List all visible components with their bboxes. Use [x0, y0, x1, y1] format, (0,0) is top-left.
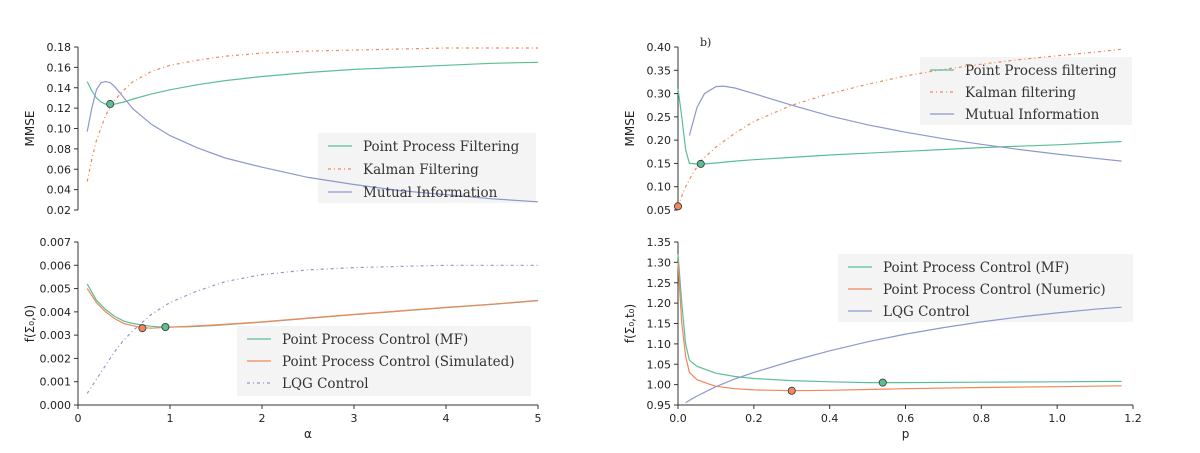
y-tick-label: 0.006	[40, 259, 72, 272]
optimum-marker	[138, 324, 147, 333]
legend-label: Kalman Filtering	[363, 162, 479, 178]
y-tick-label: 1.25	[647, 277, 672, 290]
legend-label: Mutual Information	[965, 107, 1100, 123]
optimum-marker	[787, 386, 796, 395]
x-tick-label: 0.2	[745, 412, 763, 425]
legend-label: Point Process Control (Simulated)	[282, 354, 515, 370]
legend-label: Kalman filtering	[965, 85, 1076, 101]
y-tick-label: 0.30	[647, 88, 672, 101]
y-tick-label: 0.007	[40, 236, 72, 249]
x-tick-label: 4	[443, 412, 450, 425]
series-line-1	[677, 262, 1122, 392]
y-axis-label: MMSE	[623, 111, 637, 147]
y-tick-label: 0.000	[40, 399, 72, 412]
y-tick-label: 0.16	[47, 61, 72, 74]
y-axis-label: MMSE	[23, 111, 37, 147]
y-tick-label: 0.05	[647, 204, 672, 217]
y-tick-label: 0.10	[47, 123, 72, 136]
optimum-marker	[878, 378, 887, 387]
y-tick-label: 0.08	[47, 143, 72, 156]
panel-label: b)	[700, 36, 711, 49]
y-tick-label: 1.30	[647, 256, 672, 269]
x-tick-label: 5	[535, 412, 542, 425]
series-line-1	[86, 288, 539, 329]
legend-box	[318, 133, 536, 203]
y-tick-label: 1.35	[647, 236, 672, 249]
y-tick-label: 0.005	[40, 283, 72, 296]
legend-box	[237, 326, 531, 396]
x-tick-label: 0	[75, 412, 82, 425]
y-tick-label: 0.40	[647, 41, 672, 54]
y-tick-label: 0.14	[47, 82, 72, 95]
legend-label: Point Process Control (MF)	[883, 260, 1069, 276]
x-tick-label: 2	[259, 412, 266, 425]
legend-label: Point Process filtering	[965, 63, 1117, 79]
y-tick-label: 0.12	[47, 102, 72, 115]
series-line-0	[677, 254, 1122, 384]
x-tick-label: 0.6	[897, 412, 915, 425]
legend-label: Point Process Filtering	[363, 139, 520, 155]
y-tick-label: 1.10	[647, 338, 672, 351]
y-tick-label: 1.05	[647, 358, 672, 371]
optimum-marker	[696, 159, 705, 168]
y-tick-label: 0.20	[647, 134, 672, 147]
y-tick-label: 1.15	[647, 318, 672, 331]
y-tick-label: 0.95	[647, 399, 672, 412]
x-axis-label: p	[902, 427, 910, 441]
x-tick-label: 0.8	[973, 412, 991, 425]
series-line-2	[688, 85, 1122, 162]
y-tick-label: 0.02	[47, 204, 72, 217]
series-line-0	[86, 61, 539, 105]
x-tick-label: 3	[351, 412, 358, 425]
x-tick-label: 0.0	[669, 412, 687, 425]
y-tick-label: 0.15	[647, 157, 672, 170]
x-tick-label: 1.2	[1124, 412, 1142, 425]
series-line-2	[86, 80, 539, 203]
y-tick-label: 0.18	[47, 41, 72, 54]
series-line-2	[685, 306, 1122, 404]
y-tick-label: 0.002	[40, 352, 72, 365]
optimum-marker	[161, 322, 170, 331]
y-tick-label: 0.003	[40, 329, 72, 342]
legend-label: Point Process Control (MF)	[282, 332, 468, 348]
series-line-0	[677, 88, 1122, 165]
series-line-1	[86, 47, 538, 182]
y-tick-label: 1.00	[647, 379, 672, 392]
y-axis-label: f(Σ₀,0)	[23, 305, 37, 342]
chart-br: 0.95 1.00 1.05 1.10 1.15 1.20 1.25 1.30 1.35 0.0 0…	[623, 236, 1142, 441]
y-tick-label: 0.35	[647, 64, 672, 77]
y-tick-label: 0.25	[647, 111, 672, 124]
legend-label: LQG Control	[282, 376, 369, 392]
y-axis-label: f(Σ₀,t₀)	[623, 304, 637, 343]
chart-tr: 0.05 0.10 0.15 0.20 0.25 0.30 0.35 0.40 MMSE b) Po…	[623, 36, 1132, 217]
y-tick-label: 0.04	[47, 184, 72, 197]
y-tick-label: 0.004	[40, 306, 72, 319]
legend-label: LQG Control	[883, 304, 970, 320]
y-tick-label: 0.06	[47, 163, 72, 176]
chart-tl: 0.02 0.04 0.06 0.08 0.10 0.12 0.14 0.16 0.18 MMSE…	[23, 41, 539, 217]
y-tick-label: 0.10	[647, 181, 672, 194]
optimum-marker	[674, 202, 683, 211]
x-tick-label: 1.0	[1048, 412, 1066, 425]
x-tick-label: 1	[167, 412, 174, 425]
y-tick-label: 1.20	[647, 297, 672, 310]
x-tick-label: 0.4	[821, 412, 839, 425]
legend-label: Point Process Control (Numeric)	[883, 282, 1106, 298]
legend-label: Mutual Information	[363, 185, 498, 201]
chart-bl: 0.000 0.001 0.002 0.003 0.004 0.005 0.006 0.007…	[23, 236, 542, 441]
y-tick-label: 0.001	[40, 376, 72, 389]
optimum-marker	[106, 100, 115, 109]
x-axis-label: α	[304, 427, 312, 441]
